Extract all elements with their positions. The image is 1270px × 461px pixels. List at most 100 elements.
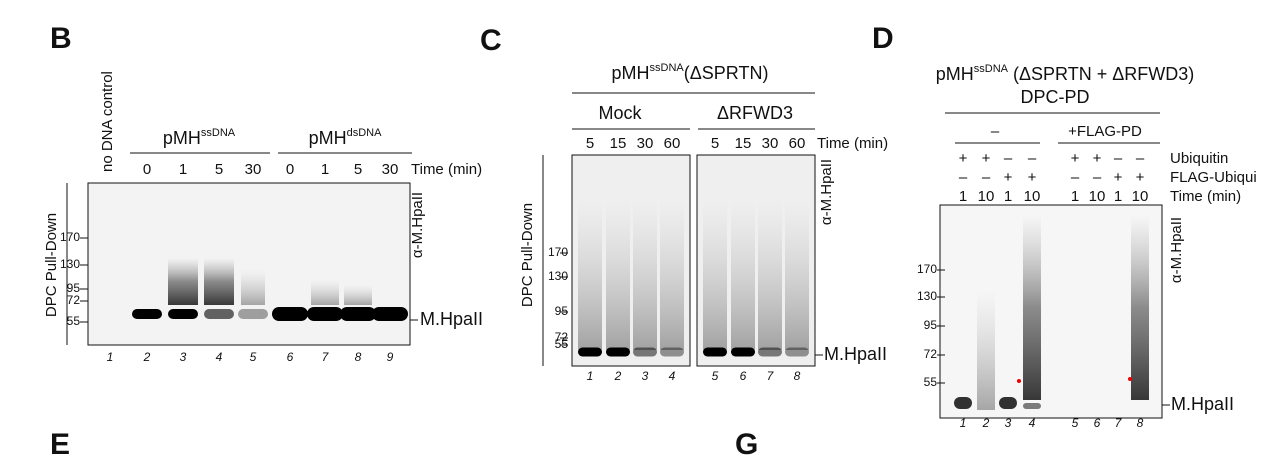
smear: [606, 200, 630, 350]
lane-number: 8: [355, 350, 362, 364]
antibody-label: α-M.HpaII: [818, 159, 835, 225]
row-value: –: [959, 169, 968, 186]
time-label: Time (min): [817, 135, 888, 152]
smear: [660, 200, 684, 350]
side-label: DPC Pull-Down: [43, 213, 60, 317]
smear: [168, 258, 198, 305]
panel-label: C: [480, 24, 502, 57]
mw-marker: 130: [917, 289, 937, 303]
blot: [939, 204, 1163, 419]
row-value: +: [1004, 169, 1013, 186]
title: pMHssDNA (ΔSPRTN + ΔRFWD3): [936, 63, 1194, 84]
row-value: 10: [1024, 188, 1041, 205]
band: [372, 307, 408, 321]
band: [168, 309, 198, 319]
lane-number: 1: [960, 416, 967, 430]
lane-number: 8: [1137, 416, 1144, 430]
lane-number: 5: [712, 369, 719, 383]
time: 30: [382, 161, 399, 178]
smear: [241, 270, 265, 305]
lane-number: 4: [216, 350, 223, 364]
row-value: +: [1028, 169, 1037, 186]
row-value: +: [1114, 169, 1123, 186]
time: 60: [789, 135, 806, 152]
superscript: ssDNA: [201, 127, 236, 139]
panel-label: G: [735, 428, 758, 461]
control-label: no DNA control: [99, 71, 116, 172]
name: pMH: [936, 64, 974, 84]
mw-marker: 55: [555, 337, 569, 351]
dot: [1017, 379, 1021, 383]
superscript: dsDNA: [347, 127, 383, 139]
name: pMH: [612, 63, 650, 83]
panel-label: D: [872, 22, 894, 55]
row-value: 1: [1071, 188, 1079, 205]
mw-marker: 95: [924, 318, 938, 332]
name: pMH: [309, 128, 347, 148]
lane-number: 7: [322, 350, 330, 364]
row-value: –: [1114, 150, 1123, 167]
time: 0: [286, 161, 294, 178]
smear: [633, 200, 657, 350]
mw-marker: 170: [548, 245, 568, 259]
band-label: M.HpaII: [824, 344, 887, 364]
band: [238, 309, 268, 319]
lane-number: 2: [982, 416, 990, 430]
mw-marker: 95: [67, 281, 81, 295]
time-label: Time (min): [411, 161, 482, 178]
band: [340, 307, 376, 321]
band: [731, 347, 755, 357]
band-label: M.HpaII: [1171, 394, 1234, 414]
mw-marker: 130: [60, 257, 80, 271]
group-label: pMHdsDNA: [309, 127, 383, 148]
row-value: +: [1071, 150, 1080, 167]
rest: (ΔSPRTN): [684, 63, 769, 83]
row-value: 10: [978, 188, 995, 205]
smear: [344, 285, 372, 305]
band: [785, 347, 809, 357]
mw-marker: 72: [555, 330, 569, 344]
row-value: –: [1004, 150, 1013, 167]
smear: [311, 280, 339, 305]
lane-number: 3: [180, 350, 187, 364]
time: 30: [245, 161, 262, 178]
lane-number: 6: [1094, 416, 1101, 430]
group-label: –: [991, 123, 1000, 140]
row-label: Ubiquitin: [1170, 150, 1228, 167]
lane-number: 2: [614, 369, 622, 383]
title: pMHssDNA(ΔSPRTN): [612, 62, 769, 83]
row-value: –: [1028, 150, 1037, 167]
superscript: ssDNA: [974, 63, 1009, 75]
row-value: –: [1093, 169, 1102, 186]
smear: [758, 200, 782, 350]
mw-marker: 72: [924, 347, 938, 361]
row-label: FLAG-Ubiqui: [1170, 169, 1257, 186]
row-value: +: [1093, 150, 1102, 167]
lane-number: 3: [642, 369, 649, 383]
row-value: 1: [1114, 188, 1122, 205]
smear: [785, 200, 809, 350]
band: [954, 397, 972, 409]
row-value: –: [982, 169, 991, 186]
lane-number: 9: [387, 350, 394, 364]
superscript: ssDNA: [650, 62, 685, 74]
panel-label: B: [50, 22, 72, 55]
time: 5: [586, 135, 594, 152]
row-value: 10: [1089, 188, 1106, 205]
lane-number: 8: [794, 369, 801, 383]
row-value: 1: [1004, 188, 1012, 205]
lane-number: 4: [669, 369, 676, 383]
time: 0: [143, 161, 151, 178]
smear: [731, 200, 755, 350]
lane-number: 6: [740, 369, 747, 383]
smear: [977, 290, 995, 410]
lane-number: 5: [250, 350, 257, 364]
band: [660, 347, 684, 357]
panel-label: E: [50, 428, 70, 461]
row-value: –: [1136, 150, 1145, 167]
smear: [204, 258, 234, 305]
lane-number: 1: [107, 350, 114, 364]
lane-number: 7: [767, 369, 775, 383]
row-value: +: [982, 150, 991, 167]
